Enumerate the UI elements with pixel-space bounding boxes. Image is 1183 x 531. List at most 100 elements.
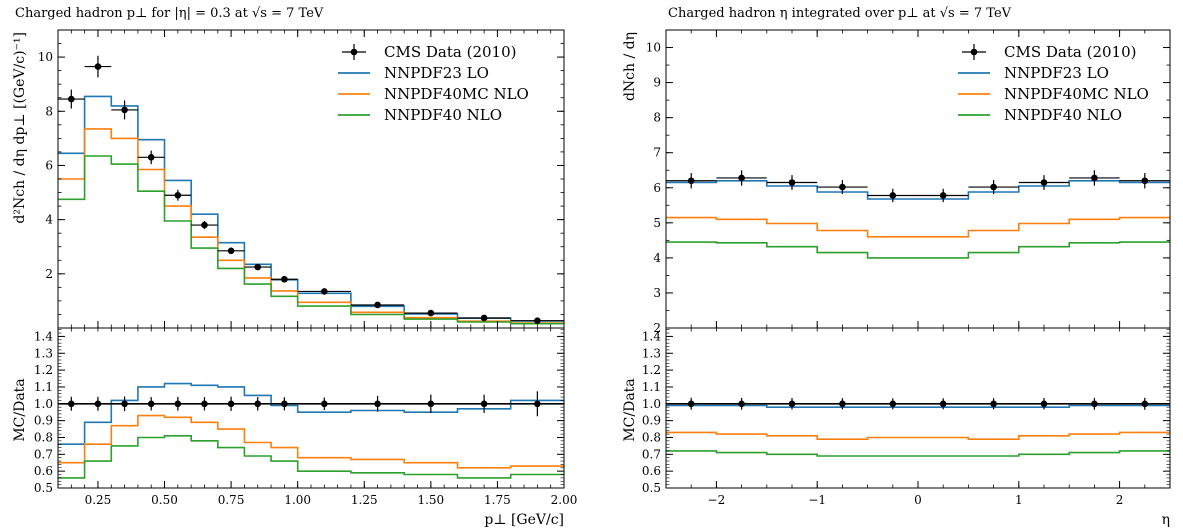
pt-data-point — [427, 309, 435, 317]
pt-ratio-data-point — [480, 400, 488, 408]
left-legend: CMS Data (2010) NNPDF23 LO NNPDF40MC NLO NN… — [338, 43, 529, 124]
pt-data-point — [374, 301, 381, 309]
pt-y-tick-label: 2 — [45, 267, 53, 281]
pt-x-tick-label: 1.50 — [417, 493, 444, 507]
pt-ratio-y-tick-label: 1.1 — [34, 380, 53, 394]
right-ratio-frame — [665, 327, 1171, 489]
right-ratio-plot: −2 −1 0 1 2 0.5 0.6 0.7 0.8 0.9 1.0 1.1 1.2 1.3 1.4 — [642, 30, 1171, 507]
eta-data-point — [889, 192, 897, 199]
eta-x-tick-label: 1 — [1015, 493, 1023, 507]
pt-ratio-y-tick-label: 1.3 — [34, 346, 53, 360]
eta-ratio-data-point — [939, 400, 947, 408]
pt-data-point — [254, 263, 262, 271]
eta-ratio-y-tick-label: 0.6 — [642, 464, 661, 478]
pt-x-tick-label: 0.75 — [218, 493, 245, 507]
pt-ratio-data-point — [534, 400, 541, 408]
eta-y-tick-label: 9 — [653, 76, 661, 90]
pt-nnpdf23_lo-ratio-line — [58, 382, 564, 445]
eta-data-point — [738, 174, 745, 182]
eta-y-tick-label: 4 — [653, 251, 661, 265]
pt-ratio-data-point — [321, 400, 328, 408]
pt-y-tick-label: 4 — [45, 213, 53, 227]
pt-legend-data-label: CMS Data (2010) — [384, 43, 516, 61]
eta-data-point — [1091, 174, 1098, 182]
pt-x-tick-label: 2.00 — [551, 493, 578, 507]
eta-y-tick-label: 7 — [653, 146, 661, 160]
eta-legend-data-marker — [970, 48, 978, 56]
eta-x-tick-label: 2 — [1116, 493, 1124, 507]
left-y-axis-label: d²Nch / dη dp⊥ [(GeV/c)⁻¹] — [12, 32, 28, 224]
right-ratio-y-axis-label: MC/Data — [622, 378, 638, 441]
eta-ratio-data-point — [788, 400, 796, 408]
eta-nnpdf40_nlo-line — [666, 241, 1170, 259]
right-x-axis-label: η — [1162, 512, 1170, 528]
pt-y-tick-label: 8 — [45, 104, 53, 118]
eta-nnpdf40mc_nlo-ratio-line — [666, 431, 1170, 440]
pt-data-point — [321, 288, 328, 295]
pt-ratio-data-point — [121, 400, 128, 408]
eta-y-tick-label: 5 — [653, 216, 661, 230]
eta-nnpdf23_lo-line — [666, 180, 1170, 200]
left-ratio-frame — [57, 327, 565, 489]
eta-ratio-y-tick-label: 1.3 — [642, 346, 661, 360]
eta-legend-nnpdf23_lo-label: NNPDF23 LO — [1004, 64, 1109, 82]
pt-data-point — [534, 317, 541, 324]
eta-y-tick-label: 10 — [646, 41, 661, 55]
eta-ratio-data-point — [839, 400, 846, 408]
eta-ratio-y-tick-label: 0.7 — [642, 447, 661, 461]
pt-ratio-y-tick-label: 0.8 — [34, 430, 53, 444]
eta-x-tick-label: −1 — [808, 493, 826, 507]
pt-nnpdf23_lo-line — [58, 95, 564, 322]
pt-ratio-y-tick-label: 0.6 — [34, 464, 53, 478]
eta-y-tick-label: 8 — [653, 111, 661, 125]
pt-y-tick-label: 6 — [45, 158, 53, 172]
pt-ratio-data-point — [227, 400, 235, 408]
eta-x-tick-label: 0 — [914, 493, 922, 507]
eta-legend-nnpdf40_nlo-label: NNPDF40 NLO — [1004, 106, 1122, 124]
eta-ratio-data-point — [1141, 400, 1149, 408]
eta-data-point — [939, 192, 947, 199]
eta-y-tick-label: 2 — [653, 321, 661, 335]
pt-nnpdf40_nlo-line — [58, 155, 564, 325]
pt-ratio-data-point — [201, 400, 208, 408]
eta-ratio-y-tick-label: 0.9 — [642, 414, 661, 428]
eta-y-tick-label: 3 — [653, 286, 661, 300]
pt-ratio-data-point — [374, 400, 381, 408]
eta-ratio-data-point — [889, 400, 897, 408]
pt-data-point — [281, 275, 288, 283]
pt-ratio-data-point — [174, 400, 182, 408]
eta-data-point — [839, 183, 846, 191]
pt-ratio-data-point — [254, 400, 262, 408]
eta-nnpdf23_lo-ratio-line — [666, 404, 1170, 408]
eta-data-point — [687, 177, 695, 185]
eta-data-point — [990, 183, 997, 191]
pt-data-point — [227, 247, 235, 255]
pt-ratio-y-tick-label: 1.4 — [34, 329, 53, 343]
eta-data-point — [1141, 177, 1149, 185]
eta-data-point — [1040, 179, 1048, 186]
eta-ratio-data-point — [687, 400, 695, 408]
eta-ratio-data-point — [738, 400, 745, 408]
eta-y-tick-label: 6 — [653, 181, 661, 195]
left-title: Charged hadron p⊥ for |η| = 0.3 at √s = … — [15, 6, 324, 21]
pt-ratio-data-point — [94, 400, 102, 408]
right-main-plot: 2 3 4 5 6 7 8 9 10 — [646, 29, 1170, 335]
pt-data-point — [480, 314, 488, 322]
right-title: Charged hadron η integrated over p⊥ at √… — [668, 6, 1012, 21]
left-ratio-plot: 0.25 0.50 0.75 1.00 1.25 1.50 1.75 2.00 0.5 0.6 0.… — [34, 30, 577, 507]
pt-data-point — [147, 154, 155, 161]
pt-x-tick-label: 1.75 — [484, 493, 511, 507]
pt-data-point — [201, 221, 208, 229]
eta-ratio-data-point — [990, 400, 997, 408]
pt-data-point — [68, 95, 75, 103]
pt-ratio-y-tick-label: 1.0 — [34, 397, 53, 411]
eta-ratio-data-point — [1040, 400, 1048, 408]
right-legend: CMS Data (2010) NNPDF23 LO NNPDF40MC NLO NN… — [958, 43, 1149, 124]
pt-ratio-data-point — [68, 400, 75, 408]
eta-ratio-y-tick-label: 1.4 — [642, 329, 661, 343]
pt-x-tick-label: 0.50 — [151, 493, 178, 507]
pt-ratio-y-tick-label: 0.9 — [34, 414, 53, 428]
eta-nnpdf40mc_nlo-line — [666, 216, 1170, 238]
pt-legend-nnpdf23_lo-label: NNPDF23 LO — [384, 64, 489, 82]
